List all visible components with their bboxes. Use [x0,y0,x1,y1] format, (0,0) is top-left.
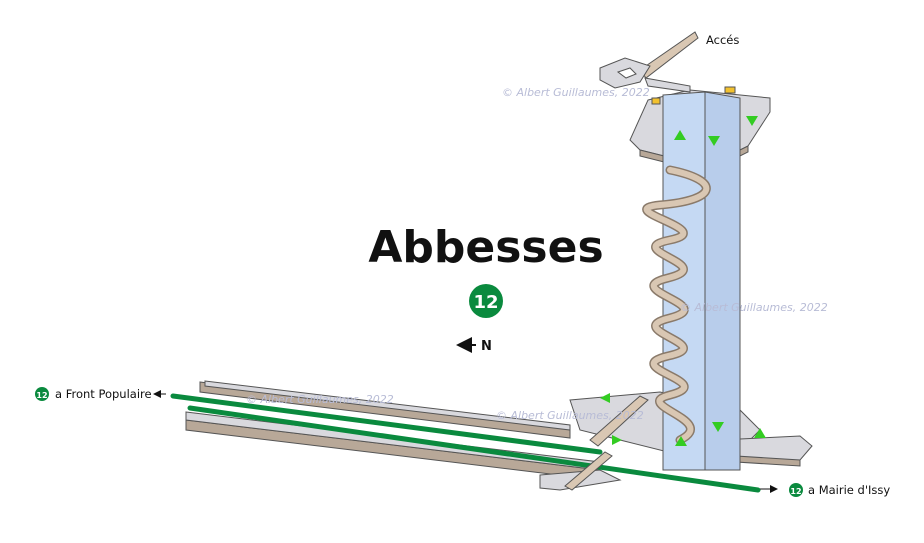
line-badge-number: 12 [473,292,498,313]
north-label: N [481,339,492,354]
watermark: © Albert Guillaumes, 2022 [246,393,394,406]
shaft-structure [599,31,771,471]
track-westbound [170,393,603,455]
access-label: Accés [706,33,739,47]
direction-west: 12 a Front Populaire [35,387,166,401]
direction-east-label: a Mairie d'Issy [808,483,890,497]
flow-arrows [600,116,766,446]
arrow-left-icon [600,393,610,403]
watermarks: © Albert Guillaumes, 2022 © Albert Guill… [246,86,828,422]
arrow-down-icon [708,136,720,146]
track-line-12 [170,393,761,493]
watermark: © Albert Guillaumes, 2022 [496,409,644,422]
platform-stairs [564,395,649,491]
direction-east-badge: 12 [790,487,801,496]
line-badge: 12 [469,284,503,318]
arrow-down-icon [746,116,758,126]
arrow-right-icon [612,435,622,445]
track-eastbound [187,405,761,493]
north-indicator: N [456,337,492,354]
arrow-down-icon [712,422,724,432]
arrow-up-icon [675,436,687,446]
arrow-up-icon [674,130,686,140]
direction-west-label: a Front Populaire [55,387,152,401]
direction-west-badge: 12 [36,391,47,400]
watermark: © Albert Guillaumes, 2022 [502,86,650,99]
watermark: © Albert Guillaumes, 2022 [680,301,828,314]
station-title: Abbesses [368,222,603,273]
direction-east: 12 a Mairie d'Issy [760,483,890,497]
arrow-up-icon [754,428,766,438]
